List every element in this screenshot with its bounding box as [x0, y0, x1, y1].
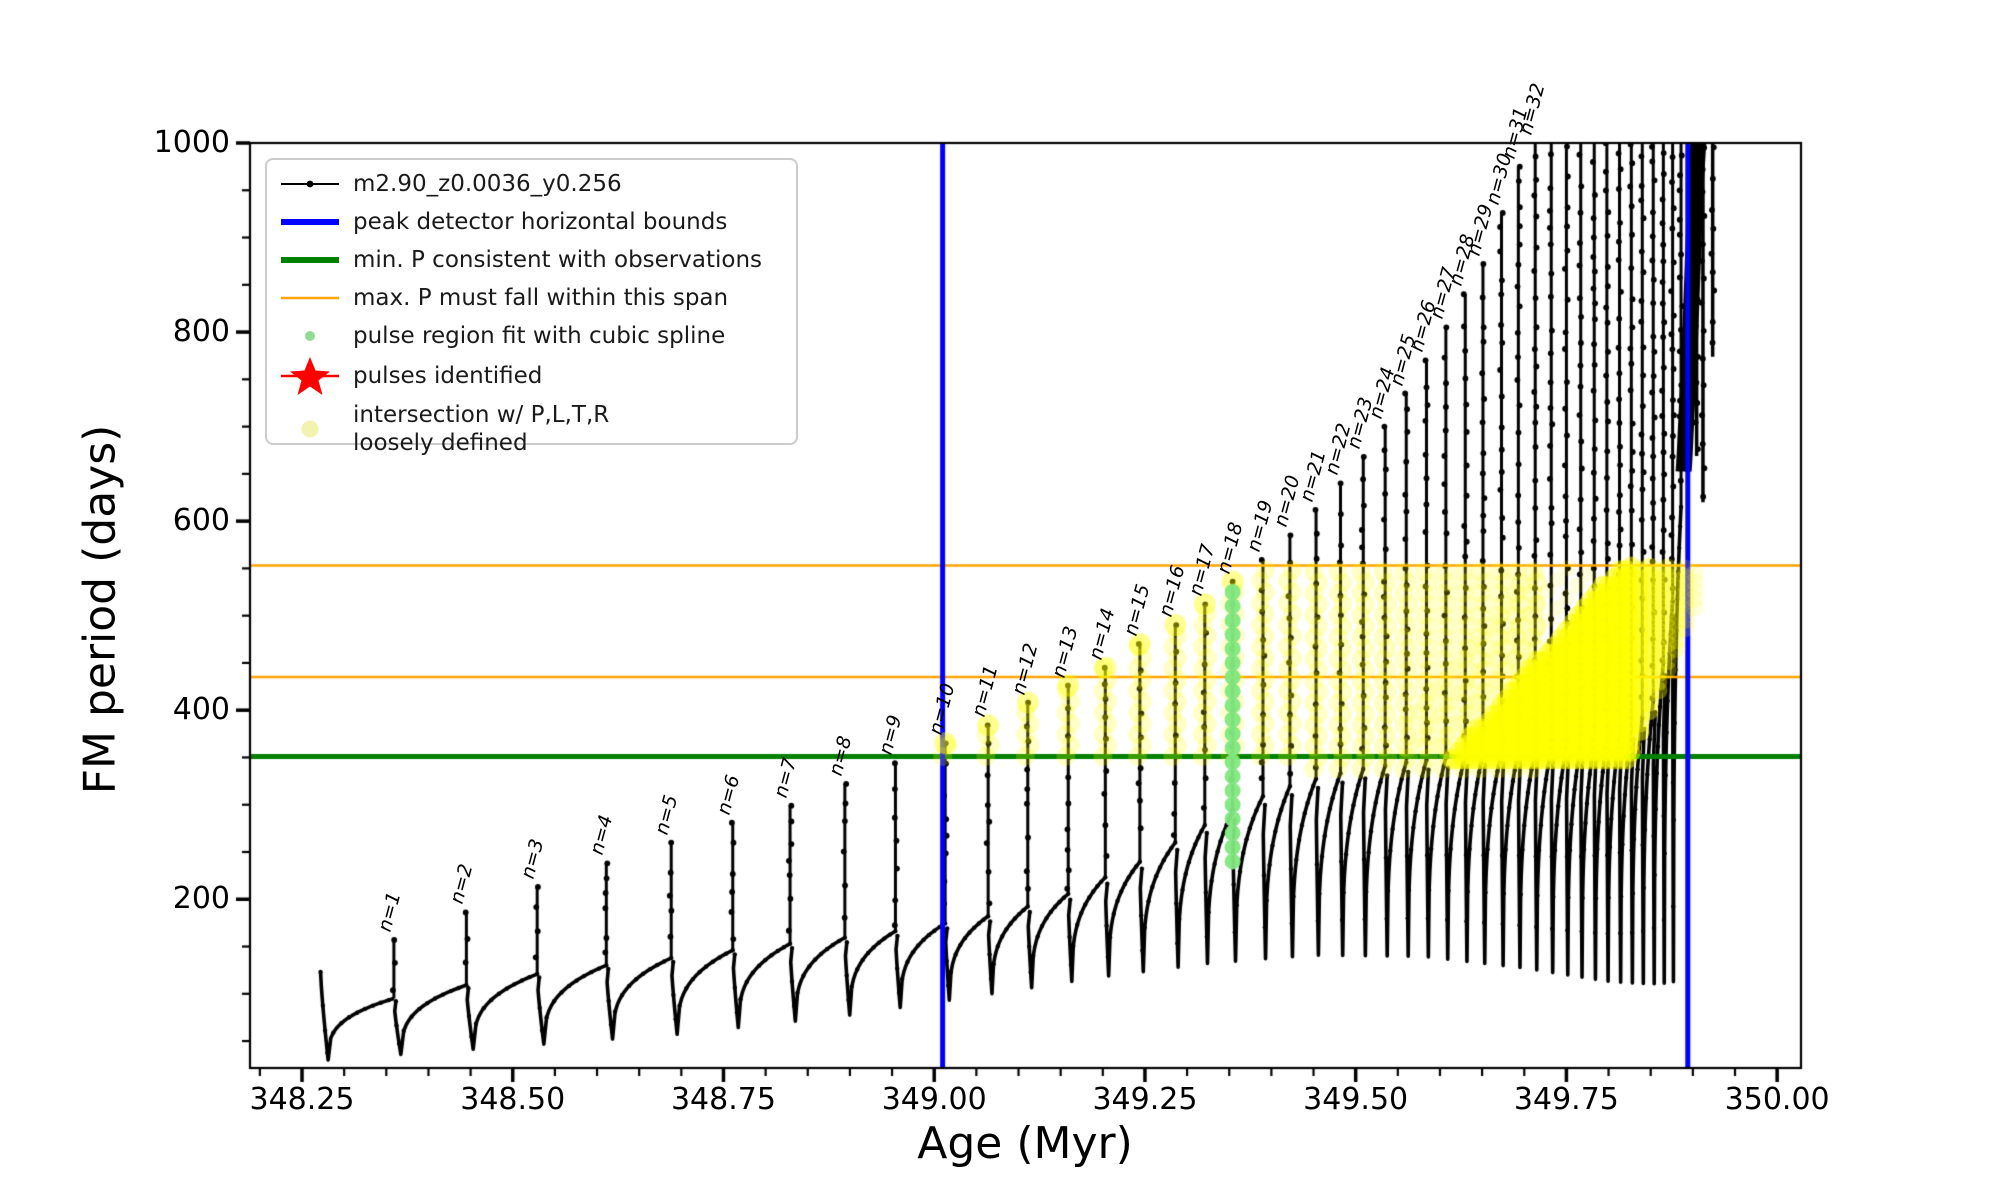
legend-entry-label: m2.90_z0.0036_y0.256 [353, 171, 622, 197]
y-axis-label: FM period (days) [74, 424, 126, 795]
legend-entry-label: pulse region fit with cubic spline [353, 323, 726, 349]
y-tick-label: 1000 [153, 125, 230, 160]
x-tick-label: 349.00 [881, 1082, 987, 1117]
x-tick-label: 348.50 [460, 1082, 566, 1117]
x-axis-label: Age (Myr) [917, 1118, 1133, 1169]
x-tick-label: 348.25 [249, 1082, 355, 1117]
legend-entry-0: m2.90_z0.0036_y0.256 [267, 165, 796, 203]
star-line-legend-marker-icon [267, 355, 353, 397]
legend-entry-label: peak detector horizontal bounds [353, 209, 728, 235]
line-dot-legend-marker-icon [267, 169, 353, 199]
legend-entry-label: max. P must fall within this span [353, 285, 729, 311]
legend-entry-label: pulses identified [353, 363, 543, 389]
legend-entry-2: min. P consistent with observations [267, 241, 796, 279]
y-tick-label: 800 [172, 314, 230, 350]
dot-big-legend-marker-icon [267, 414, 353, 444]
y-tick-label: 200 [172, 881, 230, 917]
legend-entry-label: intersection w/ P,L,T,R loosely defined [353, 402, 610, 456]
x-tick-label: 348.75 [670, 1082, 776, 1117]
x-tick-label: 350.00 [1724, 1082, 1830, 1117]
dot-legend-marker-icon [267, 321, 353, 351]
line-thick-legend-marker-icon [267, 245, 353, 275]
x-tick-label: 349.50 [1303, 1082, 1409, 1117]
y-tick-label: 600 [172, 503, 230, 539]
line-thick-legend-marker-icon [267, 207, 353, 237]
x-tick-label: 349.75 [1513, 1082, 1619, 1117]
legend-entry-5: pulses identified [267, 355, 796, 397]
y-tick-label: 400 [172, 692, 230, 728]
legend-entry-3: max. P must fall within this span [267, 279, 796, 317]
legend-entry-label: min. P consistent with observations [353, 247, 763, 273]
legend-entry-6: intersection w/ P,L,T,R loosely defined [267, 397, 796, 461]
x-tick-label: 349.25 [1092, 1082, 1198, 1117]
line-legend-marker-icon [267, 283, 353, 313]
legend-entry-4: pulse region fit with cubic spline [267, 317, 796, 355]
legend-entry-1: peak detector horizontal bounds [267, 203, 796, 241]
